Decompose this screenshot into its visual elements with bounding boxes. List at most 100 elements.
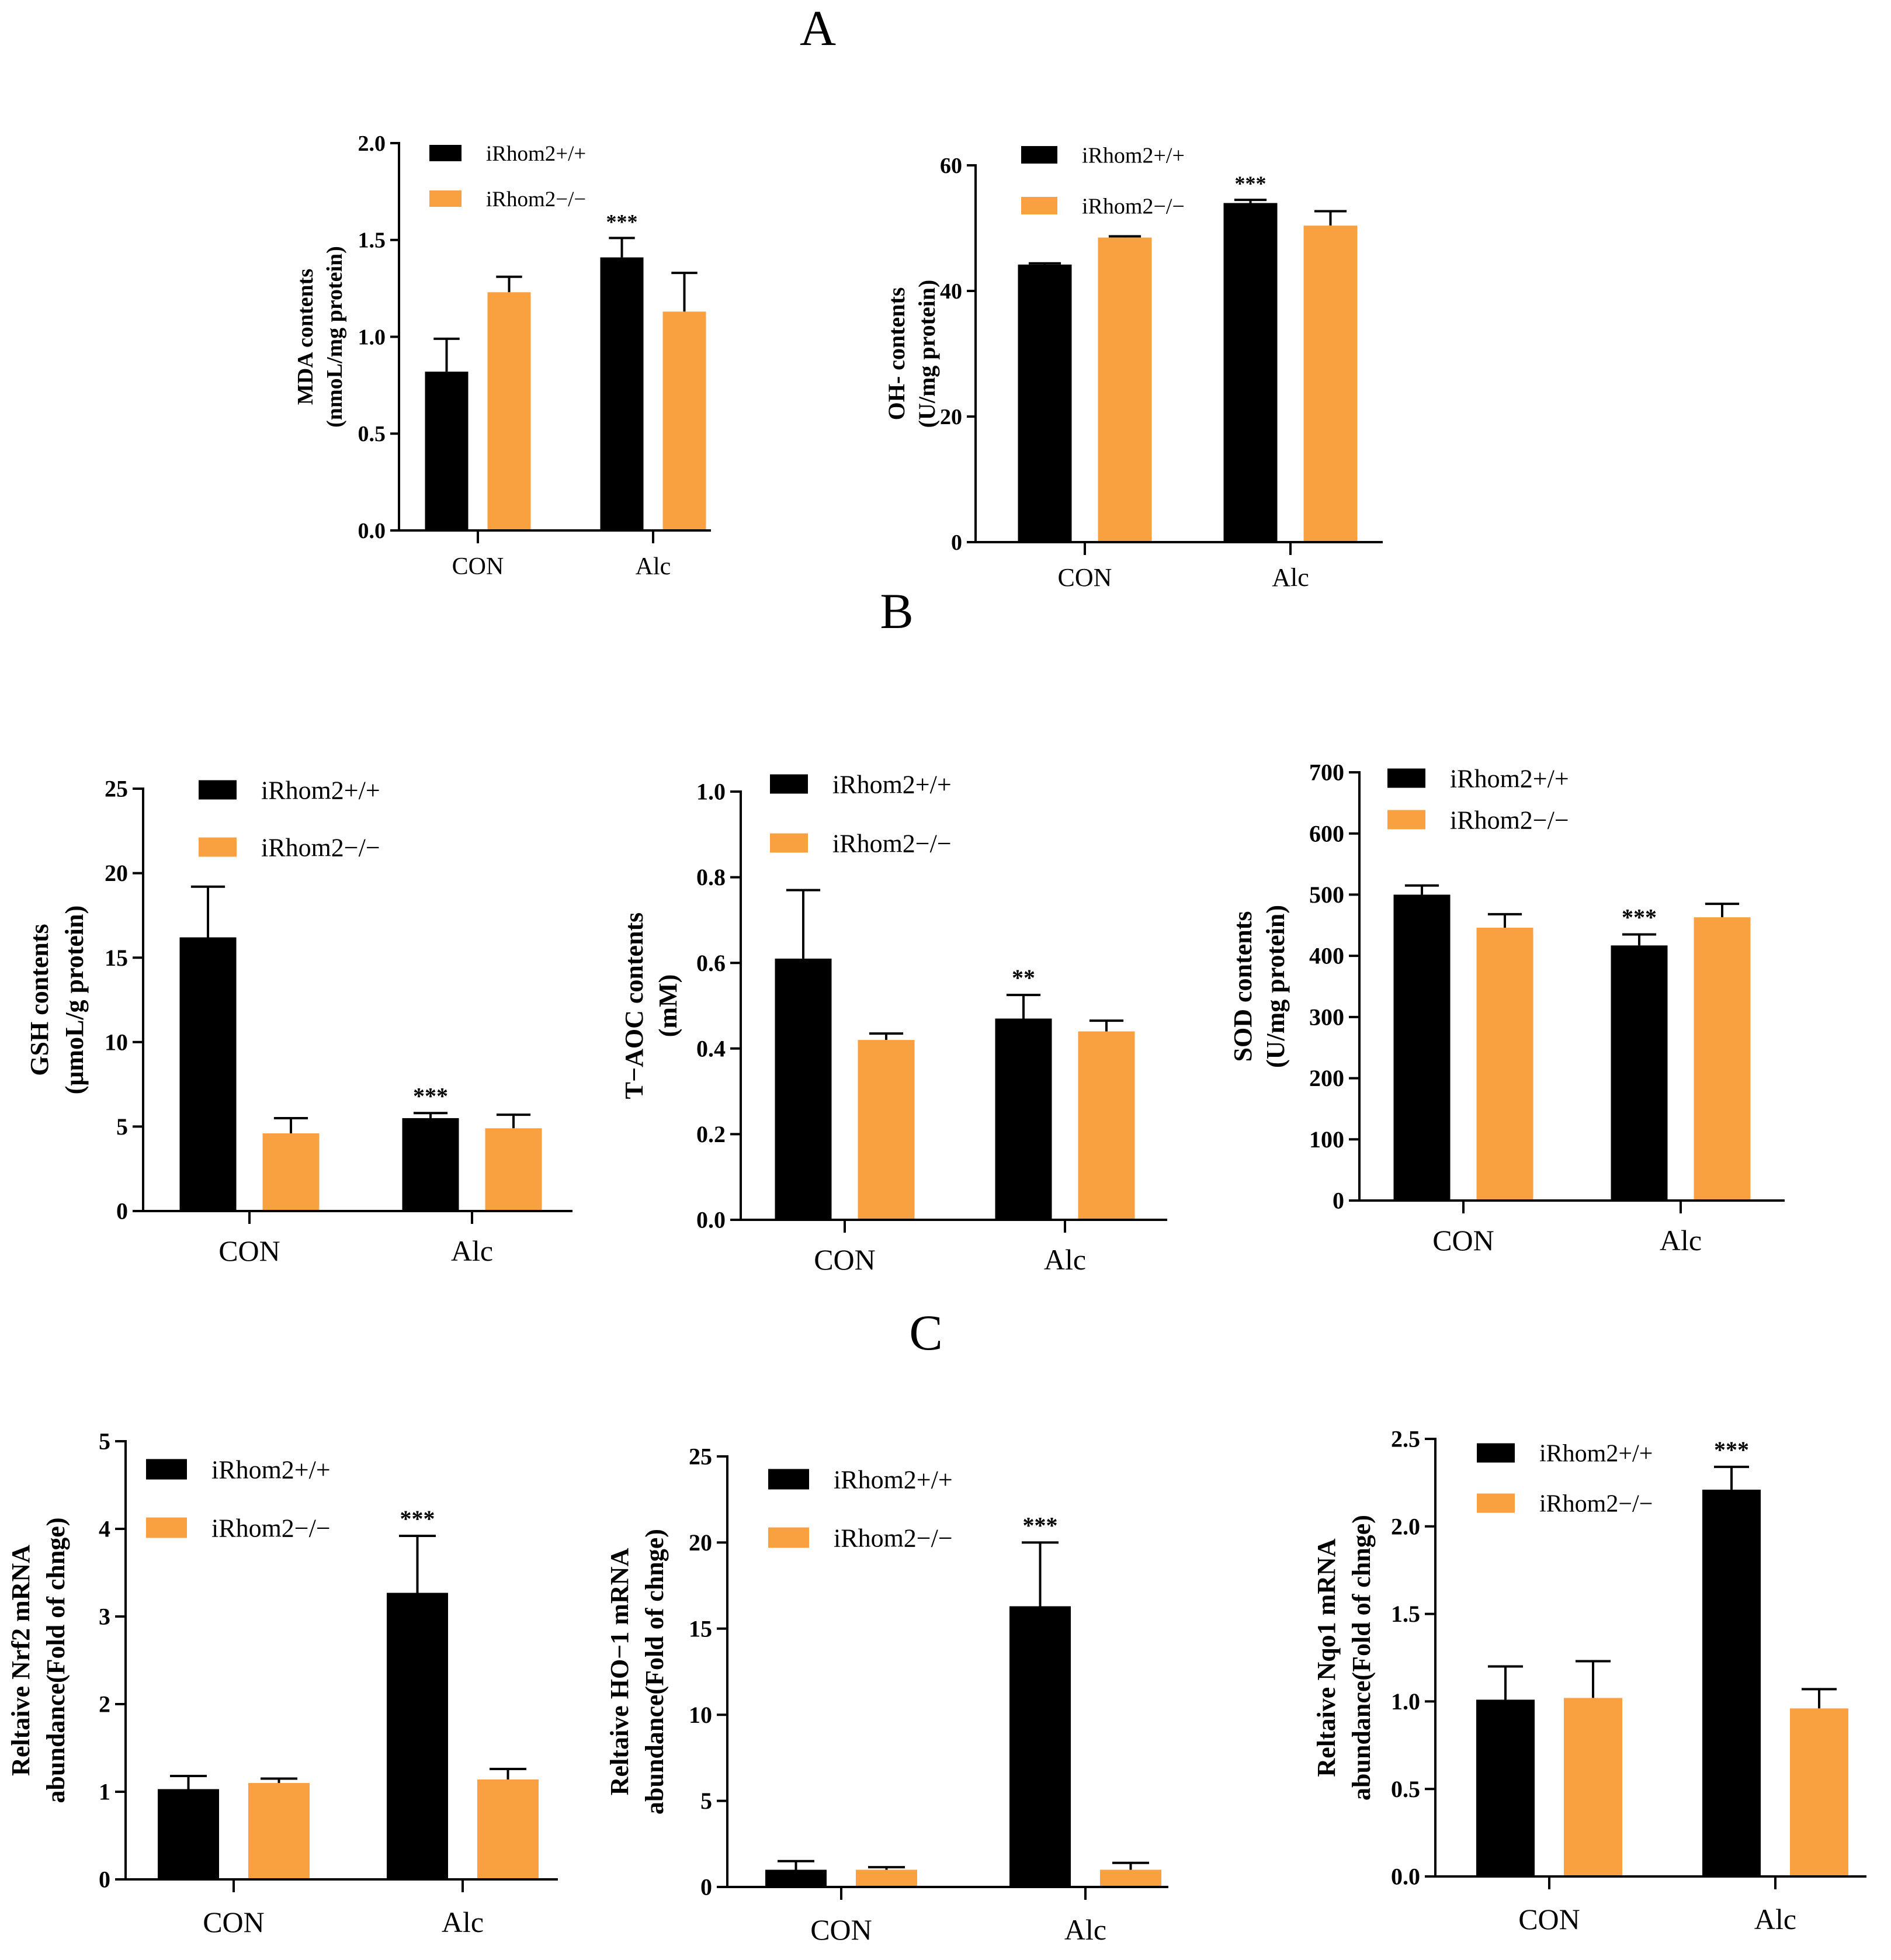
bar-oh-wt-con — [1018, 264, 1072, 542]
x-tick-label-con: CON — [203, 1906, 265, 1938]
x-tick-label-con: CON — [1518, 1903, 1580, 1935]
y-axis-label: Reltaive Nqo1 mRNA — [1312, 1538, 1341, 1777]
x-tick-label-con: CON — [814, 1243, 876, 1276]
legend-label-wt: iRhom2+/+ — [832, 770, 952, 799]
y-axis-label: (nmoL/mg protein) — [322, 246, 347, 428]
legend-label-wt: iRhom2+/+ — [211, 1455, 331, 1484]
y-tick-label: 2.5 — [1391, 1426, 1420, 1452]
y-axis-label: SOD contents — [1229, 911, 1257, 1062]
chart-oh: CON *** Alc 0 20 40 60 OH- contents (U/mg protei… — [883, 143, 1383, 592]
y-axis-label: T−AOC contents — [620, 913, 648, 1099]
bar-nrf2-ko-alc — [477, 1779, 539, 1879]
legend-label-ko: iRhom2−/− — [261, 833, 380, 862]
legend-swatch-wt — [1021, 146, 1057, 164]
bar-nqo1-ko-alc — [1790, 1708, 1848, 1876]
bar-oh-ko-alc — [1303, 226, 1358, 542]
y-axis-label: (U/mg protein) — [914, 280, 940, 428]
x-tick-label-alc: Alc — [636, 553, 671, 580]
legend-swatch-ko — [1477, 1493, 1515, 1513]
significance-stars: *** — [1235, 172, 1267, 195]
y-tick-label: 3 — [99, 1604, 110, 1630]
y-tick-label: 0.5 — [358, 422, 386, 446]
x-tick-label-con: CON — [452, 553, 504, 580]
y-tick-label: 0.0 — [358, 519, 386, 543]
bar-nqo1-wt-alc — [1702, 1489, 1761, 1876]
y-tick-label: 0 — [700, 1874, 712, 1900]
y-tick-label: 5 — [700, 1788, 712, 1814]
y-tick-label: 200 — [1309, 1065, 1344, 1091]
bar-oh-wt-alc — [1223, 203, 1278, 542]
y-tick-label: 20 — [105, 860, 128, 886]
legend-label-wt: iRhom2+/+ — [261, 776, 380, 804]
bar-nqo1-wt-con — [1476, 1699, 1535, 1876]
x-tick-label-alc: Alc — [1272, 563, 1309, 592]
y-axis-label: (U/mg protein) — [1261, 905, 1290, 1068]
y-tick-label: 500 — [1309, 882, 1344, 908]
chart-mda: CON *** Alc 0.0 0.5 1.0 1.5 2.0 MDA contents (nmo… — [293, 131, 711, 580]
bar-sod-wt-con — [1393, 894, 1451, 1201]
bar-gsh-wt-con — [179, 937, 237, 1211]
panel-label-c: C — [909, 1305, 942, 1361]
bar-nrf2-wt-con — [158, 1789, 219, 1879]
y-tick-label: 10 — [105, 1029, 128, 1055]
legend-label-ko: iRhom2−/− — [832, 829, 952, 858]
x-tick-label-con: CON — [218, 1234, 280, 1267]
x-tick-label-alc: Alc — [1064, 1913, 1106, 1946]
chart-nqo1: CON *** Alc 0.0 0.5 1.0 1.5 2.0 2.5 Reltaive Nqo1… — [1312, 1426, 1866, 1935]
y-axis-label: abundance(Fold of chnge) — [41, 1518, 70, 1803]
y-tick-label: 60 — [940, 154, 962, 178]
y-tick-label: 0.6 — [696, 950, 726, 976]
legend-label-ko: iRhom2−/− — [834, 1524, 953, 1552]
y-axis-label: Reltaive HO−1 mRNA — [605, 1548, 634, 1796]
significance-stars: *** — [1714, 1437, 1749, 1463]
y-tick-label: 400 — [1309, 943, 1344, 969]
legend-label-ko: iRhom2−/− — [486, 188, 586, 211]
y-tick-label: 0.0 — [696, 1207, 726, 1233]
bar-nrf2-ko-con — [248, 1783, 310, 1879]
bar-sod-ko-con — [1476, 927, 1533, 1201]
legend-swatch-ko — [768, 1527, 809, 1548]
y-tick-label: 2.0 — [1391, 1513, 1420, 1539]
y-tick-label: 0.5 — [1391, 1776, 1420, 1802]
y-axis-label: Reltaive Nrf2 mRNA — [6, 1545, 35, 1776]
legend-swatch-ko — [146, 1517, 187, 1538]
y-tick-label: 100 — [1309, 1126, 1344, 1153]
y-axis-label: GSH contents — [25, 924, 54, 1076]
bar-oh-ko-con — [1098, 237, 1152, 542]
x-tick-label-alc: Alc — [1044, 1243, 1086, 1276]
legend-swatch-ko — [1387, 810, 1425, 830]
chart-sod: CON *** Alc 0 100 200 300 400 500 600 700 SOD conte… — [1229, 759, 1785, 1257]
x-tick-label-alc: Alc — [451, 1234, 493, 1267]
y-tick-label: 25 — [105, 776, 128, 802]
legend-label-ko: iRhom2−/− — [1450, 806, 1569, 834]
legend-swatch-wt — [146, 1459, 187, 1480]
bar-mda-wt-alc — [600, 257, 644, 530]
significance-stars: *** — [413, 1083, 448, 1109]
x-tick-label-con: CON — [1432, 1224, 1494, 1257]
y-axis-label: OH- contents — [883, 287, 910, 421]
legend-label-wt: iRhom2+/+ — [1082, 143, 1185, 168]
y-tick-label: 2 — [99, 1691, 110, 1718]
significance-stars: *** — [1023, 1512, 1058, 1538]
chart-taoc: CON ** Alc 0.0 0.2 0.4 0.6 0.8 1.0 T−AOC contents… — [620, 770, 1167, 1276]
x-tick-label-con: CON — [1058, 563, 1112, 592]
bar-mda-ko-alc — [662, 311, 706, 530]
y-tick-label: 15 — [105, 945, 128, 971]
legend-label-ko: iRhom2−/− — [1539, 1491, 1653, 1518]
legend-label-wt: iRhom2+/+ — [1539, 1441, 1653, 1468]
y-tick-label: 1.5 — [1391, 1601, 1420, 1627]
y-tick-label: 0 — [99, 1867, 110, 1893]
y-axis-label: abundance(Fold of chnge) — [640, 1529, 669, 1815]
y-tick-label: 1.0 — [1391, 1688, 1420, 1715]
y-tick-label: 20 — [940, 405, 962, 429]
significance-stars: *** — [606, 210, 638, 233]
y-axis-label: abundance(Fold of chnge) — [1347, 1515, 1376, 1801]
bar-ho1-ko-alc — [1100, 1869, 1161, 1887]
x-tick-label-con: CON — [810, 1913, 872, 1946]
significance-stars: ** — [1012, 965, 1035, 991]
legend-label-wt: iRhom2+/+ — [486, 142, 586, 166]
y-tick-label: 1.5 — [358, 228, 386, 253]
chart-gsh: CON *** Alc 0 5 10 15 20 25 GSH contents (μmoL/g p… — [25, 776, 572, 1267]
bar-taoc-wt-alc — [995, 1018, 1052, 1220]
